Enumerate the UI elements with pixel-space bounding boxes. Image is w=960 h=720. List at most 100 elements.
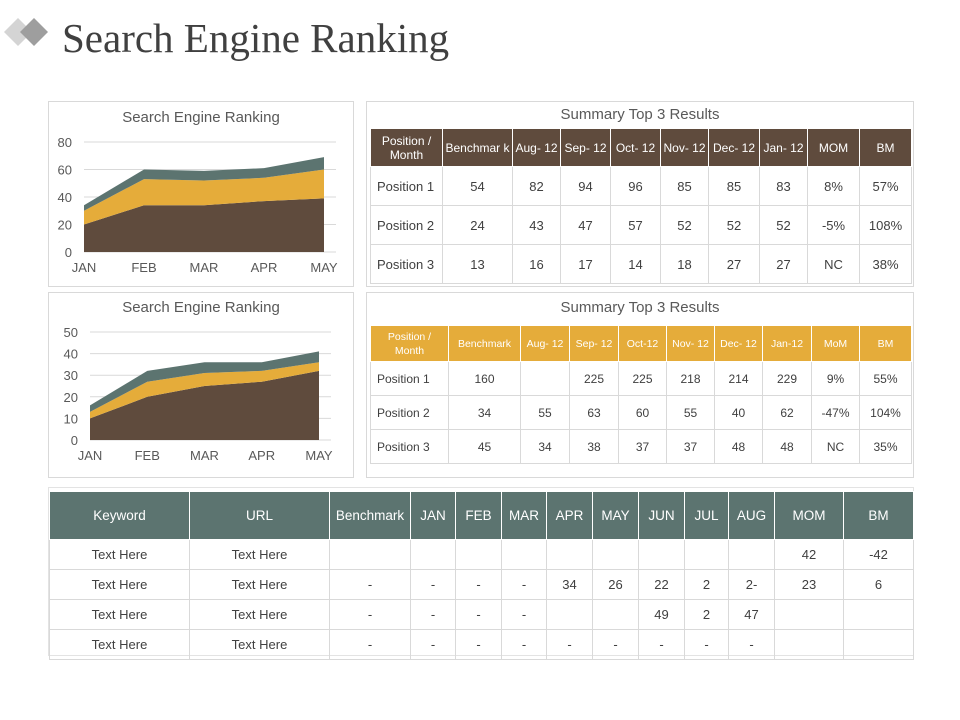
table-cell: 27 — [708, 244, 760, 284]
table-cell: 23 — [774, 569, 844, 600]
x-tick-label: APR — [248, 448, 275, 463]
column-header: FEB — [455, 491, 502, 540]
table-cell: - — [410, 599, 456, 630]
summary-table-2: Position / Month Benchmark Aug- 12 Sep- 12 O… — [370, 325, 912, 464]
table-cell: - — [410, 569, 456, 600]
table-cell: - — [501, 629, 547, 660]
table-cell: 37 — [666, 429, 715, 464]
table-cell: 49 — [638, 599, 685, 630]
table-cell: 47 — [560, 205, 611, 245]
table-cell: 52 — [708, 205, 760, 245]
column-header: Benchmark — [448, 325, 521, 362]
table-cell: 62 — [762, 395, 812, 430]
table-cell: 82 — [512, 166, 561, 206]
table-cell: 17 — [560, 244, 611, 284]
y-tick-label: 40 — [64, 347, 78, 362]
summary-table-1: Position / Month Benchmar k Aug- 12 Sep- 12… — [370, 128, 912, 284]
column-header: MOM — [807, 128, 860, 167]
table-cell: 229 — [762, 361, 812, 396]
table-header-row: Position / Month Benchmar k Aug- 12 Sep- 12… — [370, 128, 912, 167]
table-cell: 57 — [610, 205, 661, 245]
column-header: AUG — [728, 491, 775, 540]
table-cell: 18 — [660, 244, 709, 284]
table-cell: 27 — [759, 244, 808, 284]
table-cell: 225 — [569, 361, 619, 396]
table-cell: Position 1 — [370, 166, 443, 206]
y-tick-label: 10 — [64, 411, 78, 426]
table-cell: 94 — [560, 166, 611, 206]
table-cell: - — [684, 629, 729, 660]
table-cell: 218 — [666, 361, 715, 396]
table-cell: -47% — [811, 395, 860, 430]
table-cell: - — [728, 629, 775, 660]
column-header: JAN — [410, 491, 456, 540]
table-cell: Text Here — [189, 629, 330, 660]
table-cell: 63 — [569, 395, 619, 430]
chart-title: Search Engine Ranking — [122, 299, 280, 316]
table-row: Text Here Text Here - - - -34 26 22 2 2- 23 6 — [49, 569, 914, 600]
table-cell: NC — [811, 429, 860, 464]
area-series-3 — [84, 157, 324, 211]
table-cell — [592, 539, 639, 570]
column-header: MoM — [811, 325, 860, 362]
summary-panel-2: Summary Top 3 Results Position / Month Be… — [366, 292, 914, 478]
column-header: Aug- 12 — [520, 325, 570, 362]
table-cell: 14 — [610, 244, 661, 284]
keyword-panel: Keyword URL Benchmark JAN FEB MAR APR MAY JUN JUL… — [48, 487, 914, 660]
table-cell: - — [455, 599, 502, 630]
page-title: Search Engine Ranking — [62, 15, 450, 61]
table-cell — [843, 629, 914, 660]
table-cell: 160 — [448, 361, 521, 396]
column-header: JUN — [638, 491, 685, 540]
table-cell: 35% — [859, 429, 912, 464]
table-cell: -42 — [843, 539, 914, 570]
table-cell: - — [638, 629, 685, 660]
area-series-3 — [90, 351, 319, 412]
table-cell: - — [329, 569, 411, 600]
table-row: Position 3 45 34 38 37 37 48 48 NC 35% — [370, 429, 912, 464]
x-tick-label: JAN — [78, 448, 103, 463]
y-tick-label: 80 — [58, 135, 72, 150]
column-header: Position / Month — [370, 325, 449, 362]
table-row: Position 3 13 16 17 14 18 27 27 NC 38% — [370, 244, 912, 284]
table-cell: Text Here — [189, 599, 330, 630]
column-header: Nov- 12 — [666, 325, 715, 362]
column-header: Benchmar k — [442, 128, 513, 167]
table-row: Position 1 160 225 225 218 214 229 9% 55% — [370, 361, 912, 396]
table-cell: 55% — [859, 361, 912, 396]
table-cell — [774, 599, 844, 630]
table-cell: 38% — [859, 244, 912, 284]
y-tick-label: 0 — [71, 433, 78, 448]
table-cell: 38 — [569, 429, 619, 464]
table-cell: 6 — [843, 569, 914, 600]
table-cell: -5% — [807, 205, 860, 245]
column-header: MAY — [592, 491, 639, 540]
table-cell — [843, 599, 914, 630]
table-cell — [592, 599, 639, 630]
area-series-2 — [84, 169, 324, 225]
column-header: APR — [546, 491, 593, 540]
table-row: Position 2 34 55 63 60 55 40 62 -47% 104% — [370, 395, 912, 430]
table-cell: 42 — [774, 539, 844, 570]
table-cell: 214 — [714, 361, 763, 396]
x-tick-label: MAY — [310, 260, 338, 275]
column-header: Oct- 12 — [610, 128, 661, 167]
column-header: Dec- 12 — [708, 128, 760, 167]
table-cell: - — [329, 629, 411, 660]
table-cell: - — [455, 629, 502, 660]
table-row: Text Here Text Here 42 -42 — [49, 539, 914, 570]
chart-panel-2: Search Engine Ranking 50 40 30 20 10 0 JAN FEB M… — [48, 292, 354, 478]
table-cell: 16 — [512, 244, 561, 284]
table-cell: 55 — [520, 395, 570, 430]
table-cell: 55 — [666, 395, 715, 430]
table-cell — [546, 539, 593, 570]
table-title: Summary Top 3 Results — [560, 299, 720, 316]
table-cell: 48 — [762, 429, 812, 464]
keyword-ranking-table: Keyword URL Benchmark JAN FEB MAR APR MAY JUN JUL… — [49, 491, 914, 660]
table-cell: 47 — [728, 599, 775, 630]
y-tick-label: 20 — [64, 390, 78, 405]
table-cell: 43 — [512, 205, 561, 245]
table-cell: 225 — [618, 361, 667, 396]
table-cell: 40 — [714, 395, 763, 430]
